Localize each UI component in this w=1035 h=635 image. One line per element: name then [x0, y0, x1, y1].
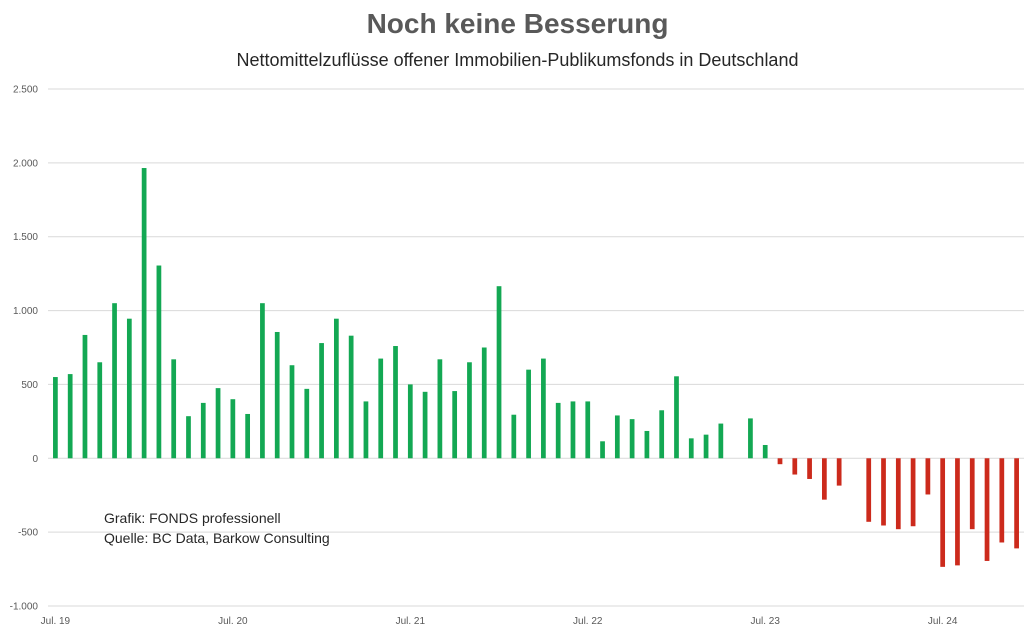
bar: [200, 402, 206, 459]
bar: [333, 318, 339, 459]
bar: [777, 458, 783, 465]
bar: [821, 458, 827, 500]
bar: [393, 346, 398, 459]
bar: [112, 303, 117, 459]
y-tick-label: 1.500: [13, 232, 38, 243]
y-tick-label: 500: [21, 380, 38, 391]
bar: [955, 458, 960, 566]
bar: [585, 401, 591, 459]
chart-subtitle: Nettomittelzuflüsse offener Immobilien-P…: [236, 50, 799, 70]
bar: [792, 458, 798, 475]
y-tick-label: -500: [18, 528, 38, 539]
bar: [289, 365, 295, 459]
credit-source: Quelle: BC Data, Barkow Consulting: [104, 530, 330, 546]
bar: [496, 286, 502, 459]
bar: [348, 335, 354, 459]
x-tick-label: Jul. 19: [41, 616, 71, 627]
bar: [156, 265, 162, 459]
bar: [141, 168, 147, 459]
bar: [748, 418, 753, 459]
y-tick-label: 1.000: [13, 306, 38, 317]
bar: [230, 399, 236, 459]
x-tick-label: Jul. 24: [928, 616, 958, 627]
bar: [600, 441, 605, 459]
bar: [82, 334, 88, 459]
bar: [674, 376, 679, 459]
bar: [614, 415, 620, 459]
bar: [629, 419, 635, 459]
bar: [718, 423, 724, 459]
bar: [526, 369, 531, 459]
bar: [363, 401, 369, 459]
bar: [126, 318, 132, 459]
bar: [644, 430, 650, 459]
bar: [807, 458, 812, 479]
bar: [659, 410, 665, 459]
bar: [186, 416, 191, 459]
bars: [53, 168, 1019, 567]
gridlines: [48, 88, 1024, 607]
bar: [910, 458, 916, 527]
x-tick-label: Jul. 20: [218, 616, 248, 627]
bar: [688, 438, 694, 459]
credit-graphic: Grafik: FONDS professionell: [104, 510, 281, 526]
bar: [437, 359, 443, 459]
bar: [1014, 458, 1019, 549]
bar: [97, 362, 103, 459]
bar: [866, 458, 872, 522]
chart-title: Noch keine Besserung: [366, 8, 669, 39]
bar: [171, 359, 177, 459]
y-tick-label: 2.000: [13, 158, 38, 169]
bar: [407, 384, 413, 459]
bar: [541, 358, 546, 459]
x-axis-ticks: Jul. 19 Jul. 20 Jul. 21 Jul. 22 Jul. 23 Jul. …: [41, 616, 958, 627]
bar: [969, 458, 975, 530]
x-tick-label: Jul. 21: [396, 616, 426, 627]
bar: [319, 343, 324, 459]
bar: [467, 362, 472, 459]
x-tick-label: Jul. 22: [573, 616, 603, 627]
bar: [999, 458, 1005, 543]
y-tick-label: 2.500: [13, 85, 38, 96]
bar: [215, 388, 221, 459]
bar: [762, 444, 768, 459]
bar: [378, 358, 384, 459]
bar: [925, 458, 931, 495]
bar: [422, 391, 428, 459]
bar: [67, 374, 73, 459]
bar: [570, 401, 576, 459]
y-axis-ticks: 2.500 2.000 1.500 1.000 500 0 -500 -1.000: [10, 85, 39, 613]
y-tick-label: 0: [32, 454, 38, 465]
bar: [984, 458, 990, 561]
bar: [481, 347, 487, 459]
bar: [304, 388, 310, 459]
y-tick-label: -1.000: [10, 602, 39, 613]
bar: [452, 391, 458, 459]
bar: [881, 458, 886, 526]
bar: [555, 402, 561, 459]
bar: [895, 458, 901, 530]
bar: [245, 413, 251, 459]
bar: [260, 303, 265, 459]
x-tick-label: Jul. 23: [750, 616, 780, 627]
bar: [511, 414, 517, 459]
bar: [940, 458, 946, 567]
bar: [703, 434, 709, 459]
bar: [53, 377, 58, 459]
bar: [836, 458, 842, 486]
bar: [274, 331, 280, 459]
